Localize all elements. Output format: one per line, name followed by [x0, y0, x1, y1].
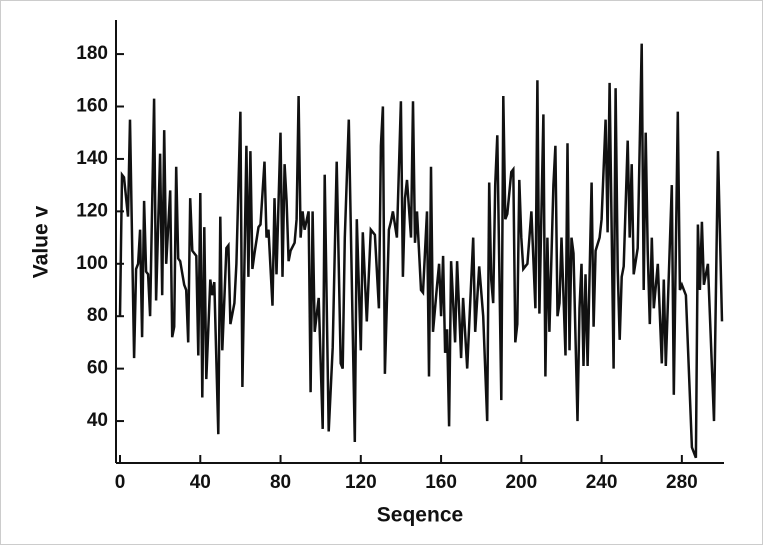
- x-tick-label: 280: [666, 472, 698, 493]
- y-tick-label: 60: [87, 358, 108, 379]
- x-tick-label: 120: [345, 472, 377, 493]
- y-tick-label: 120: [76, 200, 108, 221]
- x-axis-title: Seqence: [377, 504, 463, 527]
- x-tick-label: 240: [586, 472, 618, 493]
- y-tick-label: 40: [87, 410, 108, 431]
- x-tick-label: 80: [270, 472, 291, 493]
- y-axis-title: Value v: [30, 205, 53, 278]
- x-tick-label: 160: [425, 472, 457, 493]
- x-tick-label: 200: [505, 472, 537, 493]
- y-tick-label: 180: [76, 43, 108, 64]
- y-tick-label: 80: [87, 305, 108, 326]
- y-tick-label: 100: [76, 253, 108, 274]
- line-series: [118, 43, 724, 459]
- x-tick-label: 0: [115, 472, 126, 493]
- x-tick-label: 40: [190, 472, 211, 493]
- y-tick-label: 140: [76, 148, 108, 169]
- y-tick-label: 160: [76, 96, 108, 117]
